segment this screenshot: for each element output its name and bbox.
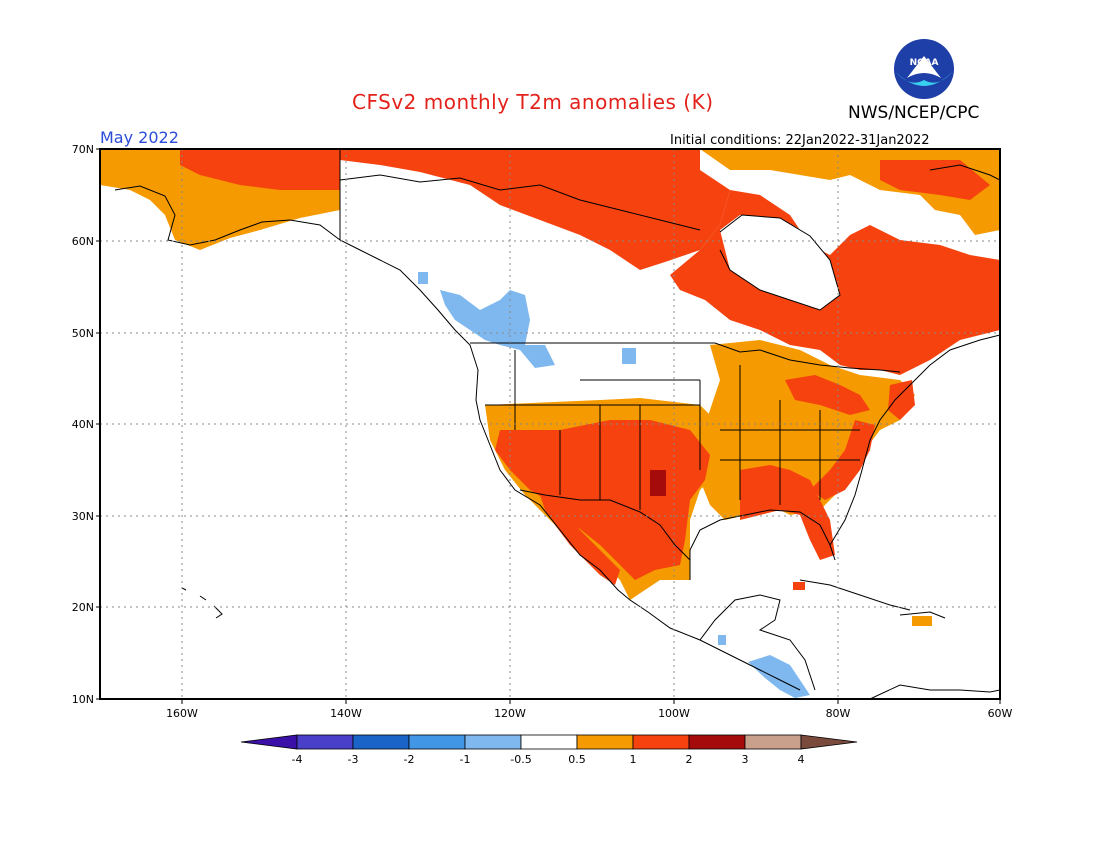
lon-labels: 160W 140W 120W 100W 80W 60W [166, 707, 1012, 720]
colorbar-swatch [744, 734, 802, 750]
colorbar-arrow-high [800, 734, 858, 750]
forecast-month: May 2022 [100, 128, 179, 147]
anomaly-region [418, 272, 428, 284]
coastline-cuba [799, 579, 911, 611]
coastlines [114, 149, 1000, 699]
noaa-logo: NOAA [894, 39, 954, 99]
anomaly-region [700, 149, 1000, 235]
colorbar-tick-label: -4 [292, 753, 303, 766]
coastline-hispaniola [899, 611, 946, 619]
axis-ticks [96, 148, 1001, 704]
anomaly-region [440, 290, 555, 368]
hudson-bay-area [720, 215, 840, 310]
anomaly-region [785, 375, 870, 415]
lon-label: 120W [494, 707, 526, 720]
colorbar-swatch [632, 734, 690, 750]
coastline-greenland [929, 164, 1000, 181]
anomaly-region [180, 149, 340, 190]
lat-labels: 70N 60N 50N 40N 30N 20N 10N [72, 143, 94, 706]
coastline-yucatan [699, 594, 816, 691]
anomaly-region [340, 149, 730, 270]
lon-label: 160W [166, 707, 198, 720]
lon-label: 100W [658, 707, 690, 720]
lat-label: 50N [72, 327, 94, 340]
colorbar-swatch [520, 734, 578, 750]
colorbar-tick-label: -3 [348, 753, 359, 766]
lat-label: 40N [72, 418, 94, 431]
anomaly-region [740, 465, 835, 560]
anomaly-region [540, 495, 620, 585]
coastline-gulf [689, 334, 1000, 580]
anomaly-fields [100, 149, 1000, 698]
anomaly-region [810, 420, 875, 500]
border-us-canada [470, 342, 901, 373]
colorbar-tick-label: 2 [686, 753, 693, 766]
initial-conditions: Initial conditions: 22Jan2022-31Jan2022 [670, 133, 930, 148]
border-states [485, 350, 860, 510]
colorbar-labels: -4 -3 -2 -1 -0.5 0.5 1 2 3 4 [292, 753, 805, 766]
coastline-hawaii [181, 587, 223, 619]
colorbar-tick-label: 4 [798, 753, 805, 766]
anomaly-region [485, 398, 720, 600]
colorbar-swatch [352, 734, 410, 750]
coastline-alaska [114, 185, 801, 691]
noaa-logo-text: NOAA [910, 58, 939, 68]
agency-label: NWS/NCEP/CPC [848, 103, 980, 123]
border-us-mexico [519, 489, 691, 561]
coastline-arctic [339, 174, 701, 231]
lat-label: 30N [72, 510, 94, 523]
colorbar-swatch [688, 734, 746, 750]
colorbar-swatch [464, 734, 522, 750]
map-title: CFSv2 monthly T2m anomalies (K) [352, 90, 714, 114]
anomaly-region [793, 582, 805, 590]
lat-label: 10N [72, 693, 94, 706]
anomaly-region [700, 340, 915, 520]
lon-label: 60W [988, 707, 1013, 720]
map-frame [99, 148, 1001, 700]
colorbar-swatch [576, 734, 634, 750]
colorbar-tick-label: 0.5 [568, 753, 586, 766]
lat-label: 20N [72, 601, 94, 614]
lon-label: 140W [330, 707, 362, 720]
anomaly-region [748, 655, 810, 698]
colorbar-swatch [408, 734, 466, 750]
anomaly-region [912, 616, 932, 626]
anomaly-region [100, 149, 340, 250]
lon-label: 80W [826, 707, 851, 720]
coastline-south-america [869, 684, 1000, 699]
anomaly-region [650, 470, 666, 496]
colorbar-swatch [296, 734, 354, 750]
colorbar-arrow-low [240, 734, 298, 750]
coastline-hudson [719, 214, 841, 311]
anomaly-region [880, 160, 990, 200]
anomaly-region [622, 348, 636, 364]
colorbar [240, 734, 858, 750]
colorbar-tick-label: 3 [742, 753, 749, 766]
anomaly-region [495, 420, 710, 580]
colorbar-tick-label: -1 [460, 753, 471, 766]
anomaly-region [718, 635, 726, 645]
lat-label: 60N [72, 235, 94, 248]
anomaly-region [888, 380, 915, 420]
colorbar-tick-label: -0.5 [510, 753, 531, 766]
grid-lines [100, 149, 1000, 699]
anomaly-region [670, 190, 1000, 375]
colorbar-tick-label: 1 [630, 753, 637, 766]
lat-label: 70N [72, 143, 94, 156]
colorbar-tick-label: -2 [404, 753, 415, 766]
